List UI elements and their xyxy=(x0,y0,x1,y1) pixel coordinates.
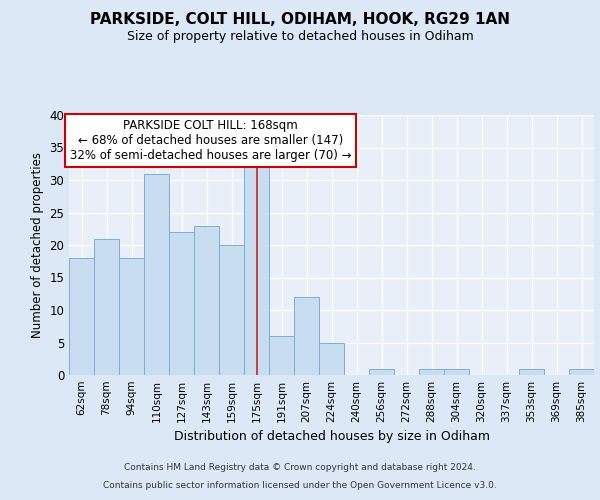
Text: PARKSIDE COLT HILL: 168sqm
← 68% of detached houses are smaller (147)
32% of sem: PARKSIDE COLT HILL: 168sqm ← 68% of deta… xyxy=(70,119,352,162)
Bar xyxy=(519,368,544,375)
Bar xyxy=(94,238,119,375)
Bar xyxy=(244,167,269,375)
Bar xyxy=(219,245,244,375)
Bar xyxy=(294,297,319,375)
Bar xyxy=(194,226,219,375)
Bar xyxy=(169,232,194,375)
Bar xyxy=(319,342,344,375)
Bar xyxy=(119,258,144,375)
Text: Contains HM Land Registry data © Crown copyright and database right 2024.: Contains HM Land Registry data © Crown c… xyxy=(124,464,476,472)
Y-axis label: Number of detached properties: Number of detached properties xyxy=(31,152,44,338)
Text: PARKSIDE, COLT HILL, ODIHAM, HOOK, RG29 1AN: PARKSIDE, COLT HILL, ODIHAM, HOOK, RG29 … xyxy=(90,12,510,28)
X-axis label: Distribution of detached houses by size in Odiham: Distribution of detached houses by size … xyxy=(173,430,490,444)
Bar xyxy=(69,258,94,375)
Bar xyxy=(444,368,469,375)
Bar xyxy=(419,368,444,375)
Bar xyxy=(144,174,169,375)
Bar xyxy=(369,368,394,375)
Text: Size of property relative to detached houses in Odiham: Size of property relative to detached ho… xyxy=(127,30,473,43)
Bar xyxy=(569,368,594,375)
Text: Contains public sector information licensed under the Open Government Licence v3: Contains public sector information licen… xyxy=(103,481,497,490)
Bar xyxy=(269,336,294,375)
